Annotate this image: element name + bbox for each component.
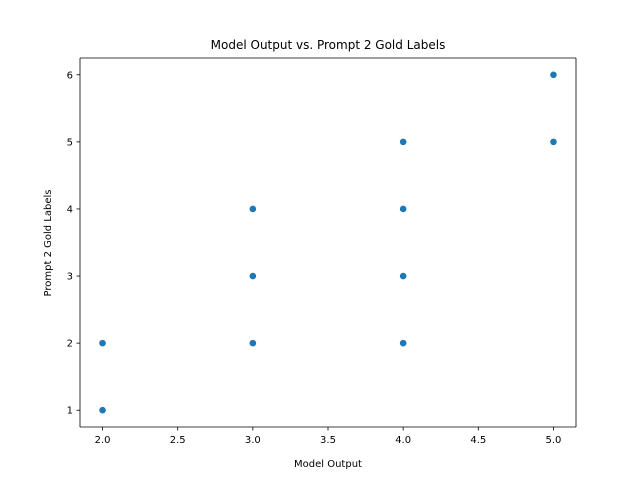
y-axis-label: Prompt 2 Gold Labels [43,190,54,297]
data-point [248,339,257,348]
data-point [98,406,107,415]
y-tick-label: 1 [67,406,73,417]
y-tick-label: 6 [67,70,73,81]
plot-area: 2.0 2.5 3.0 3.5 4.0 4.5 5.0 1 2 3 4 5 6 [67,57,577,446]
x-tick-label: 5.0 [546,435,562,446]
y-tick-label: 3 [67,272,73,283]
data-point [399,339,408,348]
x-tick-label: 3.0 [245,435,261,446]
data-point [549,70,558,79]
y-tick-label: 2 [67,339,73,350]
data-point [399,205,408,213]
data-point [399,272,408,280]
data-point [399,137,408,146]
x-tick-label: 2.0 [95,435,111,446]
x-tick-label: 2.5 [170,435,186,446]
x-tick-label: 4.5 [470,435,486,446]
y-tick-label: 5 [67,137,73,148]
data-point [98,339,107,348]
data-point [549,137,558,146]
data-point [248,272,257,280]
data-point [248,205,257,213]
chart-title: Model Output vs. Prompt 2 Gold Labels [211,38,446,52]
x-tick-label: 3.5 [320,435,336,446]
x-axis-label: Model Output [294,459,362,470]
x-tick-label: 4.0 [395,435,411,446]
y-tick-label: 4 [67,204,73,215]
